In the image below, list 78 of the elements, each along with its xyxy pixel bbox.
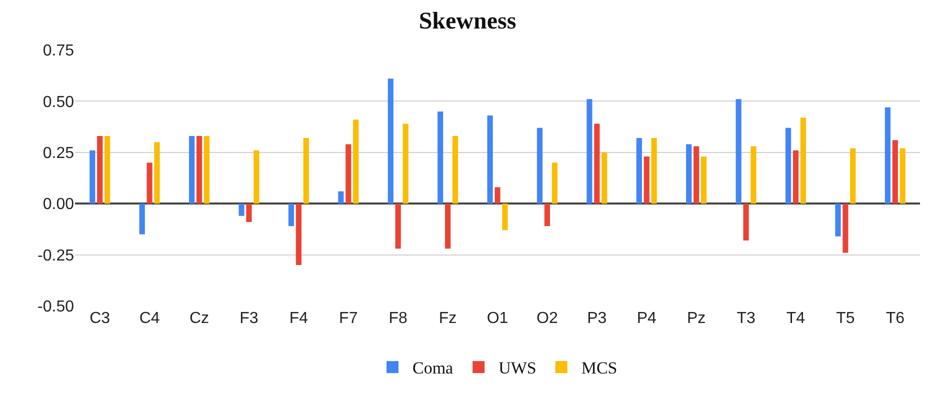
bar [892, 140, 898, 204]
bar [644, 156, 650, 204]
bar [651, 138, 657, 204]
bar [850, 148, 856, 204]
x-tick-label: Cz [189, 310, 210, 327]
bar [700, 156, 707, 204]
x-tick-label: Pz [686, 310, 706, 327]
bar [536, 128, 543, 204]
bar [238, 204, 244, 216]
bar [792, 150, 799, 204]
bar [835, 204, 841, 236]
bar [189, 136, 195, 204]
x-tick-label: F4 [289, 310, 308, 327]
bar [303, 138, 309, 204]
bar [750, 146, 756, 204]
bar [338, 191, 344, 204]
bar [502, 204, 508, 230]
bar [586, 99, 592, 204]
x-tick-label: C3 [90, 310, 110, 327]
x-tick-label: F3 [240, 310, 258, 327]
chart-title: Skewness [418, 8, 516, 35]
bar [196, 136, 202, 204]
bar [900, 148, 906, 204]
bar [452, 136, 458, 204]
bar [552, 162, 558, 204]
bar [254, 150, 260, 204]
x-tick-label: F7 [339, 310, 358, 327]
x-tick-label: T4 [786, 310, 806, 327]
bar [97, 136, 103, 204]
y-tick-label: -0.25 [38, 247, 74, 264]
bar [204, 136, 210, 204]
bar [104, 136, 110, 204]
legend-label: UWS [498, 358, 536, 378]
bar [602, 152, 608, 204]
bar [785, 128, 792, 204]
bar [296, 204, 302, 266]
bar [494, 187, 500, 204]
y-tick-label: -0.50 [38, 298, 74, 316]
bar [395, 204, 401, 249]
x-tick-label: P4 [636, 310, 657, 327]
bar [445, 204, 451, 249]
legend-label: MCS [581, 358, 618, 378]
bar [743, 204, 749, 240]
x-tick-label: F8 [388, 310, 408, 327]
x-tick-label: Fz [438, 310, 457, 327]
bar [388, 78, 394, 204]
bar [438, 111, 444, 204]
y-tick-label: 0.50 [42, 94, 74, 111]
bar [402, 124, 408, 204]
bar [842, 204, 848, 253]
bar [686, 144, 692, 204]
bar [90, 150, 96, 204]
y-tick-label: 0.75 [42, 42, 74, 60]
bar [139, 204, 145, 234]
x-tick-label: O1 [486, 310, 508, 327]
x-tick-label: P3 [587, 310, 607, 327]
bar [353, 120, 359, 204]
bar [346, 144, 352, 204]
bar [636, 138, 642, 204]
bar [154, 142, 160, 204]
bar [487, 116, 493, 204]
y-tick-label: 0.25 [42, 145, 74, 162]
bar [288, 204, 294, 226]
bar [246, 204, 252, 222]
bar [594, 124, 600, 204]
x-tick-label: T6 [886, 310, 905, 327]
x-tick-label: T5 [836, 310, 855, 327]
bar [736, 99, 742, 204]
x-tick-label: C4 [139, 310, 160, 327]
y-tick-label: 0.00 [42, 196, 74, 214]
bar [694, 146, 700, 204]
x-tick-label: O2 [536, 310, 558, 327]
legend-label: Coma [412, 358, 454, 378]
bar [544, 204, 550, 226]
bar [884, 107, 890, 204]
bar [146, 162, 152, 204]
bar [800, 118, 806, 204]
x-tick-label: T3 [736, 310, 756, 327]
